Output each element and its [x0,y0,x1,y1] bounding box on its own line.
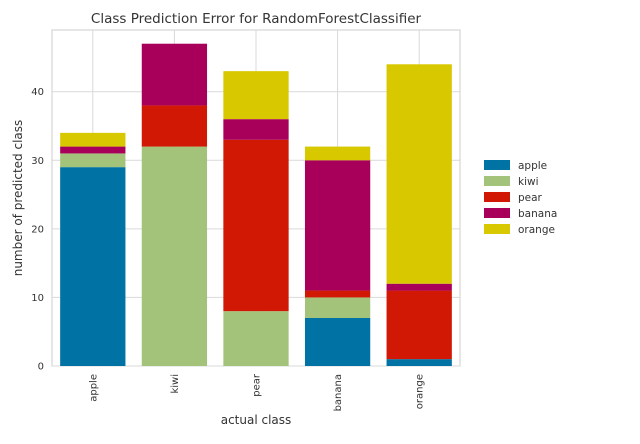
bar-banana-kiwi [304,297,371,318]
legend: apple kiwi pear banana orange [484,160,557,236]
chart-title: Class Prediction Error for RandomForestC… [91,11,422,27]
bar-pear-banana [223,119,289,140]
bar-pear-kiwi [223,311,289,366]
bar-pear-orange [223,71,289,120]
legend-swatch-kiwi [484,176,510,186]
bar-pear-pear [223,139,289,312]
legend-label-banana: banana [518,208,557,220]
y-tick-label: 10 [31,293,44,304]
y-axis-label: number of predicted class [11,120,25,277]
x-axis-label: actual class [221,413,292,427]
legend-label-kiwi: kiwi [518,176,539,188]
x-tick-label: pear [252,373,263,397]
bar-banana-pear [304,290,371,298]
x-tick-label: orange [415,374,426,409]
y-tick-label: 0 [38,362,44,373]
bar-apple-banana [60,146,126,154]
bar-apple-apple [60,167,126,366]
bar-orange-apple [386,359,452,366]
y-tick-label: 40 [31,87,44,98]
y-axis: 0 10 20 30 40 [31,87,44,372]
x-tick-label: banana [333,374,344,411]
bar-banana-apple [304,318,371,366]
legend-label-apple: apple [518,160,547,172]
bar-kiwi-kiwi [141,146,208,366]
legend-label-orange: orange [518,224,555,236]
x-tick-label: apple [88,374,99,402]
y-tick-label: 20 [31,224,44,235]
bar-kiwi-pear [141,105,208,147]
bar-apple-kiwi [60,153,126,168]
legend-swatch-banana [484,208,510,218]
legend-swatch-pear [484,192,510,202]
y-tick-label: 30 [31,156,44,167]
legend-swatch-orange [484,224,510,234]
bars [60,43,452,366]
bar-orange-pear [386,290,452,360]
legend-label-pear: pear [518,192,543,204]
bar-banana-orange [304,146,371,161]
x-tick-label: kiwi [170,374,181,394]
bar-orange-orange [386,64,452,284]
bar-kiwi-banana [141,43,208,106]
x-axis: apple kiwi pear banana orange [88,373,425,411]
legend-swatch-apple [484,160,510,170]
bar-apple-orange [60,132,126,147]
bar-orange-banana [386,283,452,291]
bar-banana-banana [304,160,371,291]
